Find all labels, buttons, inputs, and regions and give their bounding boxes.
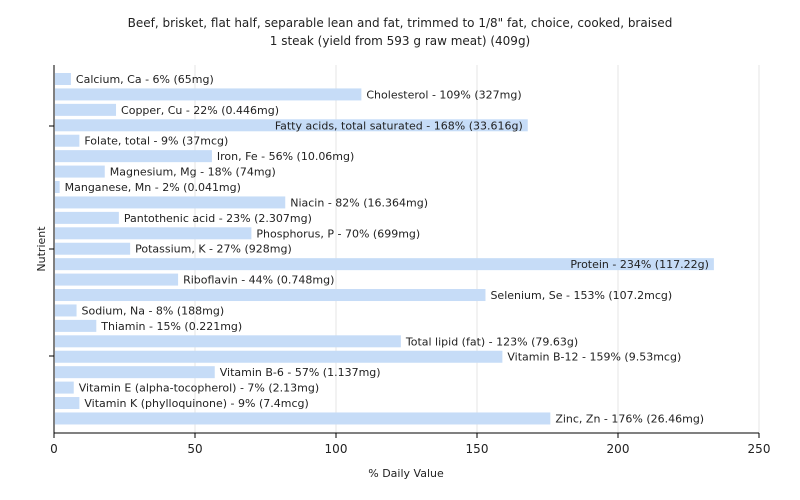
bar <box>55 103 117 116</box>
bar <box>55 258 714 271</box>
bar-label: Zinc, Zn - 176% (26.46mg) <box>555 412 704 425</box>
bar-label: Vitamin B-6 - 57% (1.137mg) <box>220 366 381 379</box>
bar-label: Niacin - 82% (16.364mg) <box>290 196 428 209</box>
bar-label: Vitamin E (alpha-tocopherol) - 7% (2.13m… <box>79 382 319 395</box>
bar-label: Magnesium, Mg - 18% (74mg) <box>110 166 276 179</box>
bar <box>55 227 252 240</box>
bar <box>55 150 212 163</box>
x-tick-label: 100 <box>325 442 348 456</box>
y-axis-title: Nutrient <box>35 226 48 272</box>
bars: Calcium, Ca - 6% (65mg) Cholesterol - 109… <box>55 73 714 425</box>
x-tick-label: 250 <box>748 442 771 456</box>
x-tick-label: 50 <box>187 442 202 456</box>
bar <box>55 289 486 302</box>
x-tick-label: 200 <box>607 442 630 456</box>
bar <box>55 366 215 379</box>
bar <box>55 211 119 224</box>
bar <box>55 350 503 363</box>
chart-subtitle: 1 steak (yield from 593 g raw meat) (409… <box>270 34 531 48</box>
bar <box>55 165 105 178</box>
bar <box>55 181 60 194</box>
bar-label: Calcium, Ca - 6% (65mg) <box>76 73 214 86</box>
bar-label: Copper, Cu - 22% (0.446mg) <box>121 104 279 117</box>
bar-label: Potassium, K - 27% (928mg) <box>135 243 292 256</box>
bar-label: Vitamin K (phylloquinone) - 9% (7.4mcg) <box>84 397 308 410</box>
x-axis-ticks: 0 50 100 150 200 250 <box>50 433 770 456</box>
bar-label: Total lipid (fat) - 123% (79.63g) <box>405 335 578 348</box>
chart-title: Beef, brisket, flat half, separable lean… <box>128 16 673 30</box>
bar-label: Riboflavin - 44% (0.748mg) <box>183 274 334 287</box>
bar-label: Sodium, Na - 8% (188mg) <box>82 304 225 317</box>
bar-label: Iron, Fe - 56% (10.06mg) <box>217 150 354 163</box>
bar-label: Thiamin - 15% (0.221mg) <box>100 320 242 333</box>
bar <box>55 73 71 85</box>
bar-label: Cholesterol - 109% (327mg) <box>366 88 521 101</box>
bar-label: Phosphorus, P - 70% (699mg) <box>256 227 420 240</box>
bar <box>55 412 551 425</box>
bar-label: Folate, total - 9% (37mcg) <box>84 135 228 148</box>
bar <box>55 242 131 255</box>
bar <box>55 335 401 348</box>
bar <box>55 304 77 317</box>
bar-label: Fatty acids, total saturated - 168% (33.… <box>275 119 523 132</box>
bar-label: Protein - 234% (117.22g) <box>570 258 709 271</box>
x-axis-title: % Daily Value <box>368 467 444 480</box>
x-tick-label: 0 <box>50 442 58 456</box>
bar-label: Manganese, Mn - 2% (0.041mg) <box>65 181 241 194</box>
bar <box>55 119 528 132</box>
bar <box>55 134 80 147</box>
bar-label: Selenium, Se - 153% (107.2mcg) <box>490 289 672 302</box>
bar-label: Pantothenic acid - 23% (2.307mg) <box>124 212 312 225</box>
bar <box>55 88 362 101</box>
bar <box>55 196 286 209</box>
bar <box>55 319 97 332</box>
x-tick-label: 150 <box>466 442 489 456</box>
bar-label: Vitamin B-12 - 159% (9.53mcg) <box>507 351 681 364</box>
bar <box>55 397 80 410</box>
bar <box>55 273 179 286</box>
bar <box>55 381 74 394</box>
axes <box>49 65 759 434</box>
